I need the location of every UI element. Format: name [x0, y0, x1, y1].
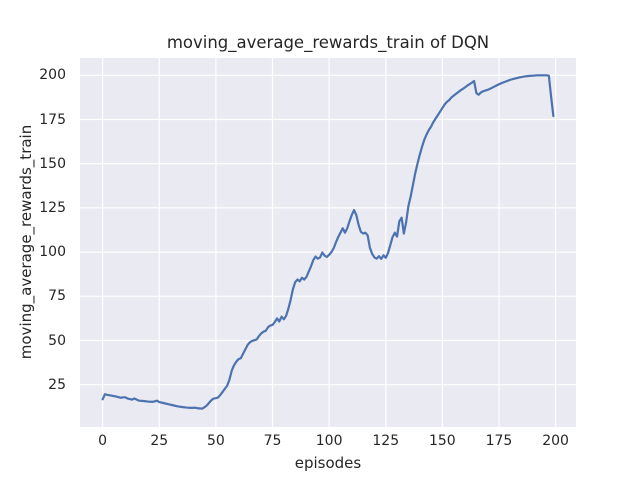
- x-tick-label: 25: [150, 433, 169, 449]
- plot-area: [80, 58, 576, 427]
- y-tick-label: 75: [48, 288, 66, 305]
- y-tick-label: 25: [48, 376, 66, 393]
- y-tick-label: 175: [39, 111, 66, 128]
- x-tick-label: 175: [485, 433, 513, 449]
- y-tick-label: 200: [39, 67, 66, 84]
- y-tick-label: 125: [39, 199, 66, 216]
- x-tick-label: 150: [428, 433, 456, 449]
- x-tick-label: 0: [98, 433, 108, 449]
- y-tick-label: 100: [39, 244, 66, 261]
- chart-title: moving_average_rewards_train of DQN: [166, 33, 490, 52]
- x-tick-label: 125: [372, 433, 400, 449]
- x-tick-label: 50: [206, 433, 225, 449]
- data-line: [101, 74, 555, 410]
- y-tick-label: 150: [39, 155, 66, 172]
- x-tick-label: 100: [315, 433, 343, 449]
- x-tick-label: 200: [542, 433, 569, 449]
- y-axis-label-text: moving_average_rewards_train: [17, 124, 35, 360]
- x-axis-label: episodes: [294, 454, 362, 472]
- x-tick-label: 75: [263, 433, 282, 449]
- line-chart-svg: [80, 58, 576, 427]
- y-tick-label: 50: [48, 332, 66, 349]
